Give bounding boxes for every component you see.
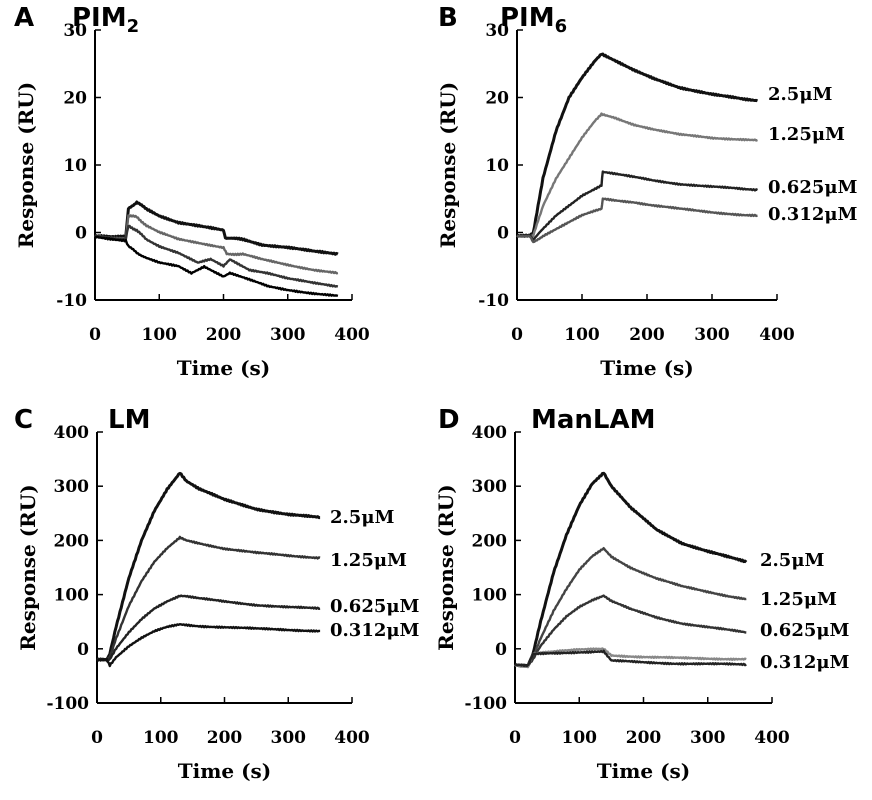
- x-tick-label: 400: [334, 325, 370, 345]
- y-tick-label: 30: [485, 21, 509, 41]
- y-axis-title: Response (RU): [14, 82, 38, 248]
- series-line: [94, 200, 339, 256]
- x-tick-label: 200: [626, 728, 662, 748]
- series-label: 1.25μM: [760, 589, 837, 610]
- series-label: 0.312μM: [760, 652, 850, 673]
- y-tick-label: 20: [63, 89, 87, 109]
- y-tick-label: 0: [75, 224, 87, 244]
- series-line: [96, 594, 321, 662]
- series-line: [516, 52, 759, 238]
- y-tick-label: 400: [54, 423, 90, 443]
- panel-title-subscript: 2: [127, 16, 140, 37]
- series-line: [514, 649, 747, 668]
- series-label: 0.625μM: [330, 596, 420, 617]
- y-axis-title: Response (RU): [434, 484, 458, 650]
- y-tick-label: -10: [56, 291, 87, 311]
- y-tick-label: 0: [497, 224, 509, 244]
- series-line: [516, 170, 759, 241]
- series-line: [96, 623, 321, 668]
- x-tick-label: 0: [511, 325, 523, 345]
- y-axis-title: Response (RU): [436, 82, 460, 248]
- series-label: 1.25μM: [330, 550, 407, 571]
- panel-title: PIM6: [500, 3, 567, 37]
- x-axis-title: Time (s): [178, 759, 272, 783]
- series-line: [96, 471, 321, 662]
- series-line: [514, 471, 748, 668]
- series-line: [516, 197, 758, 244]
- y-tick-label: -100: [464, 694, 507, 714]
- x-axis-title: Time (s): [177, 356, 271, 380]
- series-label: 1.25μM: [768, 124, 845, 145]
- panel-letter: C: [14, 405, 33, 435]
- y-tick-label: 200: [472, 531, 508, 551]
- series-line: [94, 214, 339, 275]
- panel-title: ManLAM: [531, 405, 656, 435]
- series-label: 0.312μM: [330, 620, 420, 641]
- x-tick-label: 100: [564, 325, 600, 345]
- panel-title: LM: [108, 405, 150, 435]
- y-tick-label: 100: [54, 586, 90, 606]
- x-tick-label: 400: [759, 325, 795, 345]
- panel-letter: A: [14, 3, 34, 33]
- x-tick-label: 100: [562, 728, 598, 748]
- x-tick-label: 400: [334, 728, 370, 748]
- y-tick-label: 0: [77, 640, 89, 660]
- y-tick-label: 100: [472, 586, 508, 606]
- y-tick-label: 0: [495, 640, 507, 660]
- y-tick-label: 20: [485, 89, 509, 109]
- y-tick-label: 400: [472, 423, 508, 443]
- series-label: 2.5μM: [760, 550, 824, 571]
- y-tick-label: -100: [46, 694, 89, 714]
- series-label: 0.312μM: [768, 204, 858, 225]
- x-tick-label: 0: [509, 728, 521, 748]
- series-line: [94, 235, 339, 298]
- y-tick-label: 300: [472, 477, 508, 497]
- series-line: [96, 535, 321, 662]
- series-line: [514, 594, 747, 668]
- x-tick-label: 0: [91, 728, 103, 748]
- x-axis-title: Time (s): [597, 759, 691, 783]
- y-tick-label: 200: [54, 531, 90, 551]
- x-tick-label: 300: [270, 325, 306, 345]
- series-line: [514, 547, 747, 668]
- series-label: 2.5μM: [330, 507, 394, 528]
- series-label: 2.5μM: [768, 84, 832, 105]
- y-axis-title: Response (RU): [16, 484, 40, 650]
- x-tick-label: 400: [754, 728, 790, 748]
- panel-letter: D: [438, 405, 460, 435]
- x-tick-label: 100: [142, 325, 178, 345]
- x-tick-label: 200: [207, 728, 243, 748]
- series-line: [516, 112, 758, 238]
- x-tick-label: 100: [143, 728, 179, 748]
- y-tick-label: 10: [63, 156, 87, 176]
- series-label: 0.625μM: [760, 620, 850, 641]
- y-tick-label: 30: [63, 21, 87, 41]
- x-tick-label: 300: [694, 325, 730, 345]
- panel-letter: B: [438, 3, 458, 33]
- panel-title-subscript: 6: [555, 16, 568, 37]
- x-tick-label: 200: [206, 325, 242, 345]
- y-tick-label: -10: [478, 291, 509, 311]
- x-tick-label: 200: [629, 325, 665, 345]
- x-axis-title: Time (s): [600, 356, 694, 380]
- x-tick-label: 0: [89, 325, 101, 345]
- y-tick-label: 10: [485, 156, 509, 176]
- series-line: [94, 224, 339, 288]
- x-tick-label: 300: [271, 728, 307, 748]
- x-tick-label: 300: [690, 728, 726, 748]
- series-label: 0.625μM: [768, 177, 858, 198]
- y-tick-label: 300: [54, 477, 90, 497]
